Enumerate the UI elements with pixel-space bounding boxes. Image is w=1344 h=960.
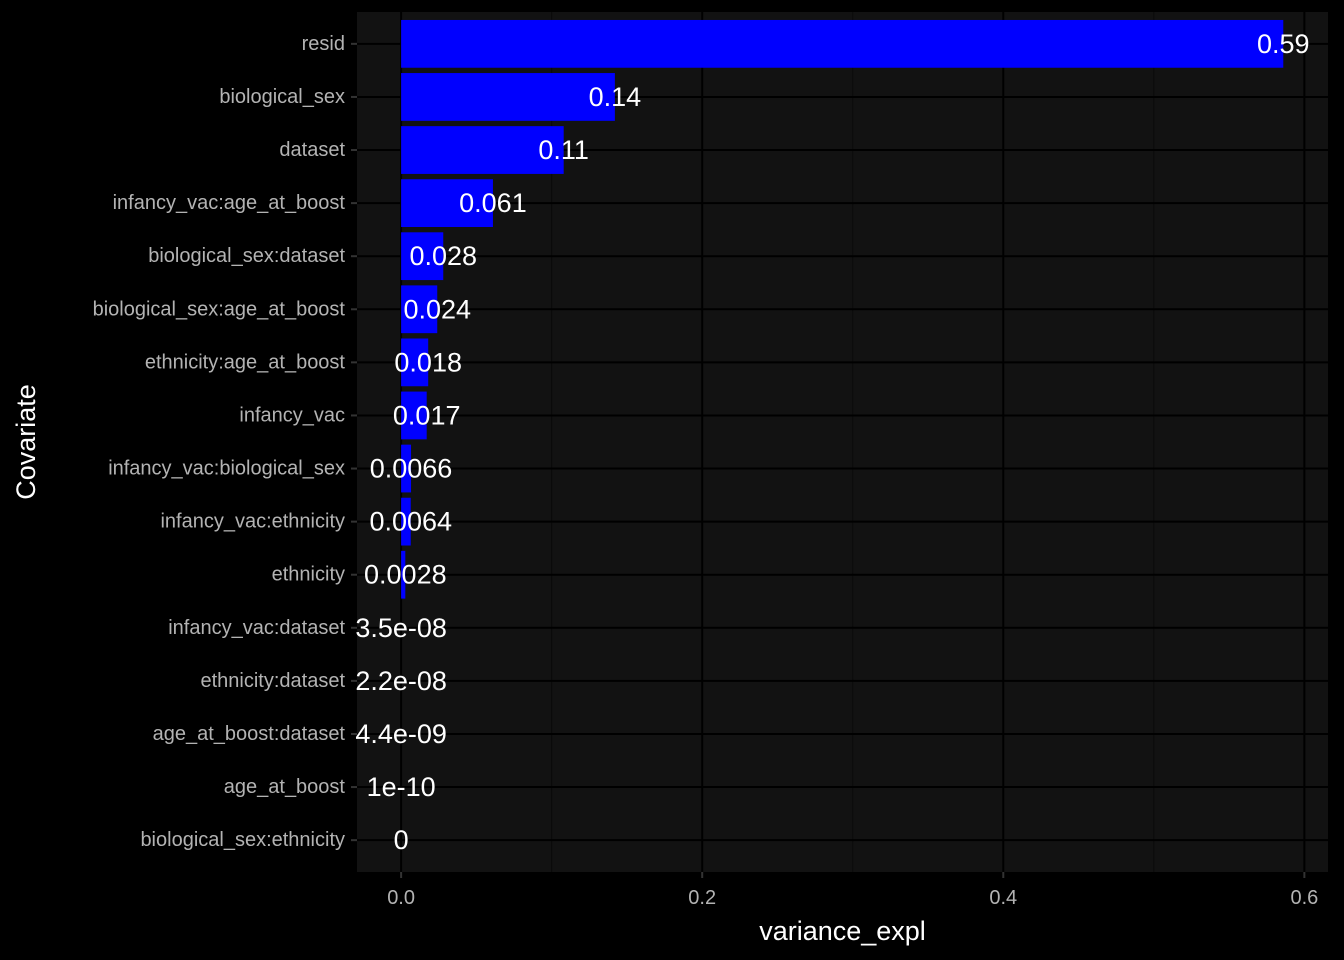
bar [401,497,411,546]
y-tick-label: biological_sex:dataset [148,245,345,267]
y-tick-label: ethnicity:age_at_boost [145,351,346,373]
bar [401,550,406,599]
bar [401,338,429,387]
y-tick-label: age_at_boost [224,776,346,798]
data-label: 0.017 [393,400,461,430]
bar [401,285,438,334]
data-label: 0.0028 [364,560,447,590]
y-tick-label: biological_sex:age_at_boost [93,298,346,320]
y-tick-label: infancy_vac [239,404,345,426]
y-tick-label: biological_sex [219,86,345,108]
x-tick-label: 0.4 [989,887,1017,909]
bar [401,19,1284,68]
data-label: 1e-10 [367,772,436,802]
data-label: 0.11 [538,135,589,165]
x-tick-label: 0.6 [1290,887,1318,909]
data-label: 0.0064 [369,507,452,537]
data-label: 2.2e-08 [355,666,447,696]
y-tick-label: infancy_vac:ethnicity [160,511,345,533]
bar [401,232,444,281]
data-label: 0.061 [459,188,527,218]
y-axis-title: Covariate [11,384,41,500]
y-tick-label: resid [302,33,345,55]
bar [401,179,493,227]
data-labels-group: 0.59 0.140.11 0.061 0.028 0.024 0.018 0.017 0.0… [355,29,1309,855]
x-tick-label: 0.2 [688,887,716,909]
x-axis-title: variance_expl [759,916,926,946]
y-tick-label: age_at_boost:dataset [153,723,346,745]
data-label: 4.4e-09 [355,719,447,749]
y-tick-label: infancy_vac:biological_sex [108,458,345,480]
y-tick-label: biological_sex:ethnicity [140,829,345,851]
data-label: 0.024 [403,294,471,324]
y-tick-label: ethnicity [272,564,345,586]
x-tick-label: 0.0 [387,887,415,909]
data-label: 0.0066 [370,454,453,484]
y-tick-label: dataset [279,139,345,161]
data-label: 0.028 [409,241,477,271]
y-tick-label: infancy_vac:age_at_boost [113,192,346,214]
bar [401,444,412,493]
data-label: 0 [394,825,409,855]
data-label: 0.018 [394,347,462,377]
y-tick-label: ethnicity:dataset [200,670,345,692]
data-label: 3.5e-08 [355,613,447,643]
bar [401,73,615,121]
x-axis: 0.0 0.2 0.4 0.6 [387,872,1318,909]
bars-group [401,19,1284,705]
bar [401,391,427,440]
bar [401,126,564,174]
y-tick-label: infancy_vac:dataset [168,617,345,639]
data-label: 0.14 [589,82,642,112]
data-label: 0.59 [1257,29,1310,59]
